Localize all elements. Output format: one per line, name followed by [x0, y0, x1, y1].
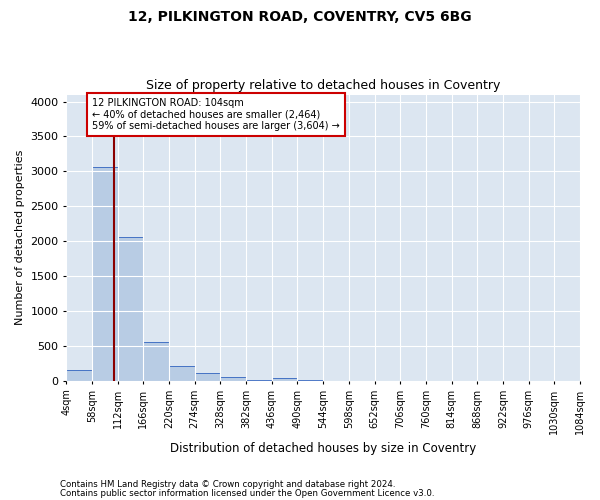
X-axis label: Distribution of detached houses by size in Coventry: Distribution of detached houses by size … — [170, 442, 476, 455]
Text: 12, PILKINGTON ROAD, COVENTRY, CV5 6BG: 12, PILKINGTON ROAD, COVENTRY, CV5 6BG — [128, 10, 472, 24]
Bar — [246, 380, 272, 381]
Bar — [272, 378, 298, 381]
Bar — [143, 342, 169, 381]
Bar — [220, 378, 246, 381]
Y-axis label: Number of detached properties: Number of detached properties — [15, 150, 25, 326]
Bar — [67, 370, 92, 381]
Bar — [92, 167, 118, 381]
Text: 12 PILKINGTON ROAD: 104sqm
← 40% of detached houses are smaller (2,464)
59% of s: 12 PILKINGTON ROAD: 104sqm ← 40% of deta… — [92, 98, 340, 130]
Bar — [169, 366, 195, 381]
Bar — [195, 372, 220, 381]
Title: Size of property relative to detached houses in Coventry: Size of property relative to detached ho… — [146, 79, 500, 92]
Text: Contains public sector information licensed under the Open Government Licence v3: Contains public sector information licen… — [60, 489, 434, 498]
Bar — [118, 237, 143, 381]
Text: Contains HM Land Registry data © Crown copyright and database right 2024.: Contains HM Land Registry data © Crown c… — [60, 480, 395, 489]
